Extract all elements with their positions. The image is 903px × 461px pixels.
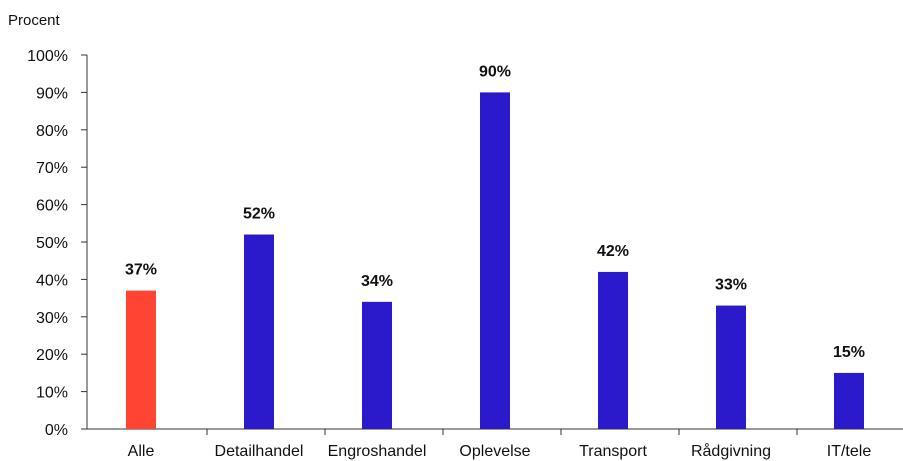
y-tick-label: 40% — [36, 272, 68, 289]
data-label: 42% — [597, 243, 629, 260]
x-tick-label: Rådgivning — [691, 442, 771, 460]
y-tick-label: 100% — [27, 48, 68, 65]
data-labels-group: 37% 52% 34% 90% 42% 33% 15% — [125, 63, 865, 361]
bar — [598, 271, 628, 429]
bar — [362, 301, 392, 429]
bar — [480, 92, 510, 430]
data-label: 33% — [715, 277, 747, 294]
data-label: 37% — [125, 262, 157, 279]
y-tick-label: 20% — [36, 347, 68, 364]
y-axis-unit-label: Procent — [8, 12, 61, 29]
x-tick-label: Alle — [128, 443, 155, 460]
x-tick-label: IT/tele — [827, 443, 872, 460]
y-tick-label: 30% — [36, 310, 68, 327]
x-tick-label: Transport — [579, 443, 647, 460]
x-tick-label: Engroshandel — [328, 443, 427, 460]
bar — [716, 305, 746, 429]
bar — [834, 372, 864, 429]
y-tick-label: 0% — [45, 422, 68, 439]
data-label: 15% — [833, 344, 865, 361]
data-label: 52% — [243, 206, 275, 223]
y-tick-label: 60% — [36, 198, 68, 215]
x-tick-label: Oplevelse — [459, 443, 530, 460]
bars-group — [126, 92, 864, 430]
y-tick-label: 70% — [36, 160, 68, 177]
bar — [126, 290, 156, 429]
x-axis: Alle Detailhandel Engroshandel Oplevelse Tra… — [87, 428, 903, 460]
y-tick-label: 80% — [36, 123, 68, 140]
data-label: 90% — [479, 63, 511, 80]
x-tick-label: Detailhandel — [215, 443, 304, 460]
y-tick-label: 90% — [36, 85, 68, 102]
data-label: 34% — [361, 273, 393, 290]
y-tick-label: 50% — [36, 235, 68, 252]
y-tick-label: 10% — [36, 385, 68, 402]
bar — [244, 234, 274, 429]
y-axis: 0% 10% 20% 30% 40% 50% 60% 70% 80% 90% 100% — [27, 48, 88, 439]
